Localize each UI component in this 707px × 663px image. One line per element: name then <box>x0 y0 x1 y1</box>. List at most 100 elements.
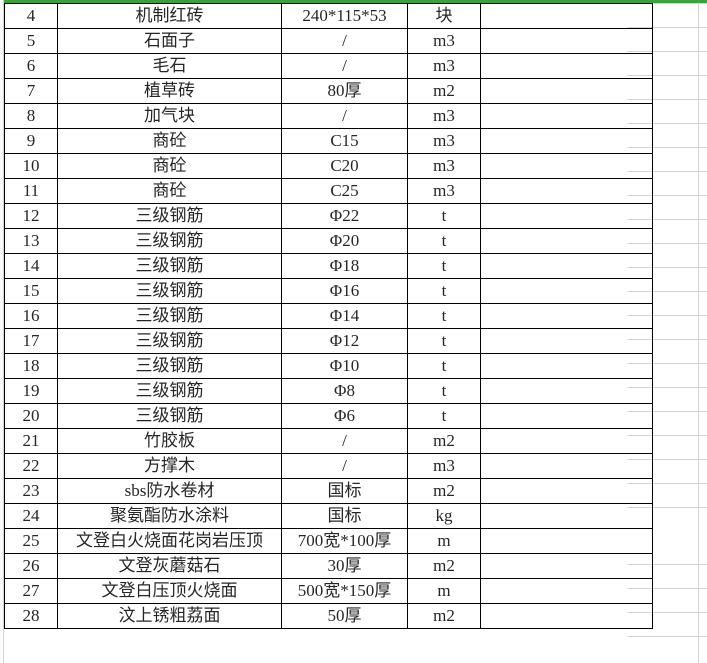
cell-unit[interactable]: t <box>407 353 481 379</box>
cell-unit[interactable]: m3 <box>407 28 481 54</box>
cell-sequence-number[interactable]: 18 <box>4 353 58 379</box>
cell-unit[interactable]: m2 <box>407 78 481 104</box>
cell-specification[interactable]: Φ14 <box>281 303 408 329</box>
cell-sequence-number[interactable]: 12 <box>4 203 58 229</box>
table-row[interactable]: 7 植草砖 80厚 m2 <box>4 78 653 104</box>
cell-unit[interactable]: m3 <box>407 53 481 79</box>
cell-unit[interactable]: m2 <box>407 478 481 504</box>
table-row[interactable]: 19 三级钢筋 Φ8 t <box>4 378 653 404</box>
cell-sequence-number[interactable]: 17 <box>4 328 58 354</box>
cell-sequence-number[interactable]: 15 <box>4 278 58 304</box>
cell-specification[interactable]: Φ8 <box>281 378 408 404</box>
cell-sequence-number[interactable]: 19 <box>4 378 58 404</box>
cell-unit[interactable]: kg <box>407 503 481 529</box>
cell-material-name[interactable]: 商砼 <box>57 153 282 179</box>
cell-specification[interactable]: / <box>281 103 408 129</box>
cell-empty[interactable] <box>480 453 653 479</box>
table-row[interactable]: 28 汶上锈粗荔面 50厚 m2 <box>4 603 653 629</box>
cell-empty[interactable] <box>480 353 653 379</box>
table-row[interactable]: 13 三级钢筋 Φ20 t <box>4 228 653 254</box>
cell-sequence-number[interactable]: 11 <box>4 178 58 204</box>
cell-unit[interactable]: t <box>407 403 481 429</box>
cell-specification[interactable]: / <box>281 28 408 54</box>
cell-material-name[interactable]: 方撑木 <box>57 453 282 479</box>
cell-sequence-number[interactable]: 16 <box>4 303 58 329</box>
cell-specification[interactable]: 30厚 <box>281 553 408 579</box>
table-row[interactable]: 8 加气块 / m3 <box>4 103 653 129</box>
cell-unit[interactable]: m3 <box>407 128 481 154</box>
table-row[interactable]: 17 三级钢筋 Φ12 t <box>4 328 653 354</box>
cell-unit[interactable]: t <box>407 228 481 254</box>
cell-sequence-number[interactable]: 27 <box>4 578 58 604</box>
cell-empty[interactable] <box>480 428 653 454</box>
table-row[interactable]: 5 石面子 / m3 <box>4 28 653 54</box>
cell-unit[interactable]: t <box>407 203 481 229</box>
cell-specification[interactable]: 500宽*150厚 <box>281 578 408 604</box>
table-row[interactable]: 24 聚氨酯防水涂料 国标 kg <box>4 503 653 529</box>
cell-empty[interactable] <box>480 78 653 104</box>
cell-specification[interactable]: 240*115*53 <box>281 3 408 29</box>
cell-material-name[interactable]: 三级钢筋 <box>57 228 282 254</box>
cell-material-name[interactable]: 植草砖 <box>57 78 282 104</box>
cell-sequence-number[interactable]: 13 <box>4 228 58 254</box>
cell-sequence-number[interactable]: 23 <box>4 478 58 504</box>
cell-sequence-number[interactable]: 26 <box>4 553 58 579</box>
cell-unit[interactable]: m2 <box>407 553 481 579</box>
cell-empty[interactable] <box>480 603 653 629</box>
cell-material-name[interactable]: 聚氨酯防水涂料 <box>57 503 282 529</box>
cell-material-name[interactable]: 三级钢筋 <box>57 303 282 329</box>
table-row[interactable]: 12 三级钢筋 Φ22 t <box>4 203 653 229</box>
cell-specification[interactable]: C20 <box>281 153 408 179</box>
table-row[interactable]: 15 三级钢筋 Φ16 t <box>4 278 653 304</box>
cell-specification[interactable]: Φ20 <box>281 228 408 254</box>
table-row[interactable]: 22 方撑木 / m3 <box>4 453 653 479</box>
cell-unit[interactable]: t <box>407 328 481 354</box>
cell-specification[interactable]: 国标 <box>281 478 408 504</box>
table-row[interactable]: 25 文登白火烧面花岗岩压顶 700宽*100厚 m <box>4 528 653 554</box>
cell-empty[interactable] <box>480 328 653 354</box>
cell-sequence-number[interactable]: 25 <box>4 528 58 554</box>
cell-unit[interactable]: t <box>407 303 481 329</box>
table-row[interactable]: 14 三级钢筋 Φ18 t <box>4 253 653 279</box>
cell-unit[interactable]: m3 <box>407 453 481 479</box>
cell-material-name[interactable]: 三级钢筋 <box>57 253 282 279</box>
table-row[interactable]: 16 三级钢筋 Φ14 t <box>4 303 653 329</box>
cell-sequence-number[interactable]: 14 <box>4 253 58 279</box>
cell-specification[interactable]: Φ18 <box>281 253 408 279</box>
cell-empty[interactable] <box>480 128 653 154</box>
cell-unit[interactable]: m <box>407 528 481 554</box>
cell-empty[interactable] <box>480 203 653 229</box>
table-row[interactable]: 11 商砼 C25 m3 <box>4 178 653 204</box>
cell-specification[interactable]: 80厚 <box>281 78 408 104</box>
cell-empty[interactable] <box>480 553 653 579</box>
cell-specification[interactable]: / <box>281 53 408 79</box>
cell-specification[interactable]: C25 <box>281 178 408 204</box>
cell-unit[interactable]: m <box>407 578 481 604</box>
cell-sequence-number[interactable]: 6 <box>4 53 58 79</box>
cell-material-name[interactable]: 三级钢筋 <box>57 378 282 404</box>
cell-empty[interactable] <box>480 53 653 79</box>
table-row[interactable]: 20 三级钢筋 Φ6 t <box>4 403 653 429</box>
cell-sequence-number[interactable]: 7 <box>4 78 58 104</box>
cell-specification[interactable]: Φ16 <box>281 278 408 304</box>
cell-empty[interactable] <box>480 528 653 554</box>
cell-empty[interactable] <box>480 578 653 604</box>
cell-material-name[interactable]: 三级钢筋 <box>57 328 282 354</box>
cell-empty[interactable] <box>480 503 653 529</box>
cell-specification[interactable]: 700宽*100厚 <box>281 528 408 554</box>
cell-empty[interactable] <box>480 303 653 329</box>
table-row[interactable]: 9 商砼 C15 m3 <box>4 128 653 154</box>
cell-material-name[interactable]: 三级钢筋 <box>57 403 282 429</box>
cell-material-name[interactable]: 竹胶板 <box>57 428 282 454</box>
cell-unit[interactable]: 块 <box>407 3 481 29</box>
cell-empty[interactable] <box>480 3 653 29</box>
cell-material-name[interactable]: 汶上锈粗荔面 <box>57 603 282 629</box>
cell-sequence-number[interactable]: 24 <box>4 503 58 529</box>
cell-unit[interactable]: m2 <box>407 603 481 629</box>
cell-sequence-number[interactable]: 21 <box>4 428 58 454</box>
cell-specification[interactable]: C15 <box>281 128 408 154</box>
cell-empty[interactable] <box>480 103 653 129</box>
cell-unit[interactable]: m3 <box>407 103 481 129</box>
table-row[interactable]: 27 文登白压顶火烧面 500宽*150厚 m <box>4 578 653 604</box>
cell-material-name[interactable]: 机制红砖 <box>57 3 282 29</box>
